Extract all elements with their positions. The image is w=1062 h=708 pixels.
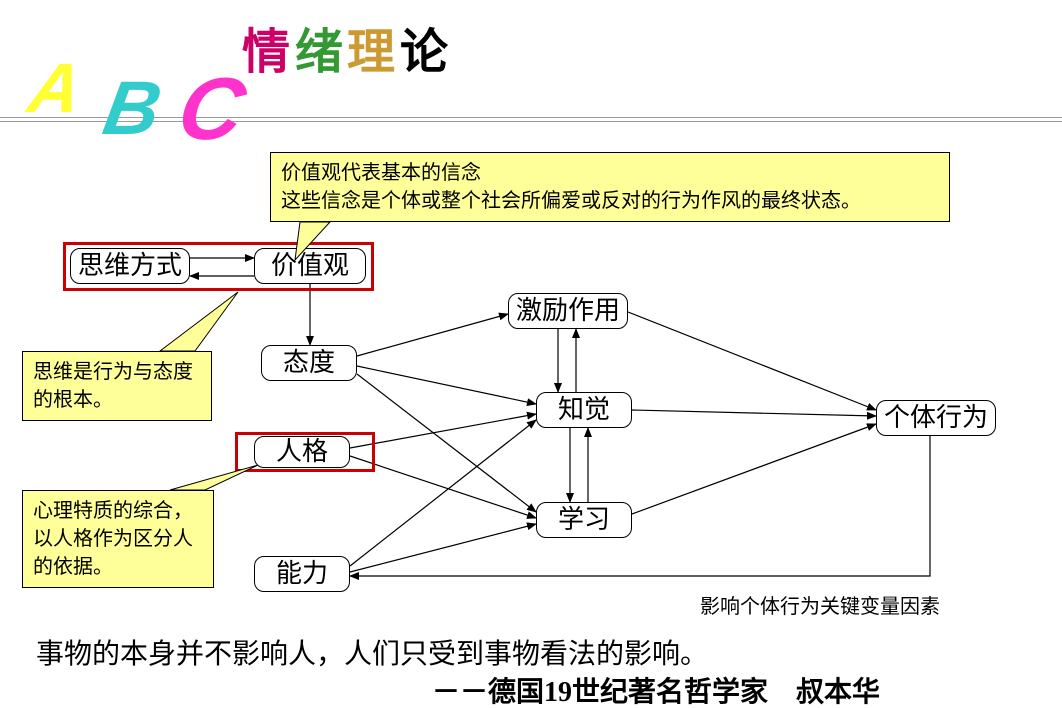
- callout-line: 以人格作为区分人: [33, 525, 203, 553]
- callout-personality: 心理特质的综合，以人格作为区分人的依据。: [22, 490, 214, 588]
- title-char: 绪: [295, 12, 343, 82]
- node-learning: 学习: [536, 502, 632, 538]
- edge-behavior-ability: [350, 436, 930, 576]
- note-right: 影响个体行为关键变量因素: [700, 590, 940, 619]
- node-attitude: 态度: [261, 345, 357, 381]
- callout-line: 思维是行为与态度: [33, 358, 201, 386]
- node-thinking: 思维方式: [70, 248, 190, 284]
- edge-ability-learning: [350, 524, 536, 572]
- node-label: 价值观: [271, 253, 349, 279]
- callout-line: 的依据。: [33, 553, 203, 581]
- quote-text: －－德国19世纪著名哲学家 叔本华: [432, 677, 880, 708]
- edge-attitude-learning: [357, 374, 536, 512]
- quote-line-1: 事物的本身并不影响人，人们只受到事物看法的影响。: [36, 632, 708, 672]
- edge-motivation-behavior: [628, 312, 876, 410]
- callout-line: 心理特质的综合，: [33, 497, 203, 525]
- callout-values: 价值观代表基本的信念这些信念是个体或整个社会所偏爱或反对的行为作风的最终状态。: [270, 152, 950, 222]
- edge-attitude-perception: [357, 366, 536, 404]
- hr-line-1: [0, 117, 1062, 118]
- node-label: 个体行为: [884, 405, 988, 431]
- note-right-text: 影响个体行为关键变量因素: [700, 596, 940, 618]
- edge-attitude-motivation: [357, 314, 508, 356]
- callout-line: 这些信念是个体或整个社会所偏爱或反对的行为作风的最终状态。: [281, 187, 939, 215]
- title-char: 论: [400, 12, 448, 82]
- node-values: 价值观: [254, 248, 366, 284]
- callout-line: 价值观代表基本的信念: [281, 159, 939, 187]
- node-label: 态度: [283, 350, 335, 376]
- abc-c: C: [171, 58, 253, 160]
- edge-perception-behavior: [632, 410, 876, 416]
- title-char: 情: [242, 12, 290, 82]
- node-perception: 知觉: [536, 392, 632, 428]
- quote-text: 事物的本身并不影响人，人们只受到事物看法的影响。: [36, 639, 708, 670]
- node-ability: 能力: [254, 556, 350, 592]
- node-label: 学习: [558, 507, 610, 533]
- node-label: 知觉: [558, 397, 610, 423]
- abc-a: A: [23, 48, 88, 128]
- callout-thinking: 思维是行为与态度的根本。: [22, 351, 212, 421]
- hr-line-2: [0, 121, 1062, 122]
- node-label: 能力: [276, 561, 328, 587]
- edge-personality-learning: [350, 456, 536, 518]
- edge-ability-perception: [350, 420, 536, 566]
- abc-b: B: [97, 65, 167, 152]
- node-personality: 人格: [254, 436, 350, 468]
- node-label: 激励作用: [516, 298, 620, 324]
- slide-stage: A B C 情绪理论 价值观代表基本的信念这些信念是个体或整个社会所偏爱或反对的…: [0, 0, 1062, 708]
- edge-learning-behavior: [632, 424, 876, 514]
- callout-line: 的根本。: [33, 386, 201, 414]
- edge-personality-perception: [350, 414, 536, 448]
- node-label: 思维方式: [78, 253, 182, 279]
- node-label: 人格: [276, 439, 328, 465]
- node-motivation: 激励作用: [508, 293, 628, 329]
- node-behavior: 个体行为: [876, 400, 996, 436]
- title-char: 理: [347, 12, 395, 82]
- quote-line-2: －－德国19世纪著名哲学家 叔本华: [432, 670, 880, 708]
